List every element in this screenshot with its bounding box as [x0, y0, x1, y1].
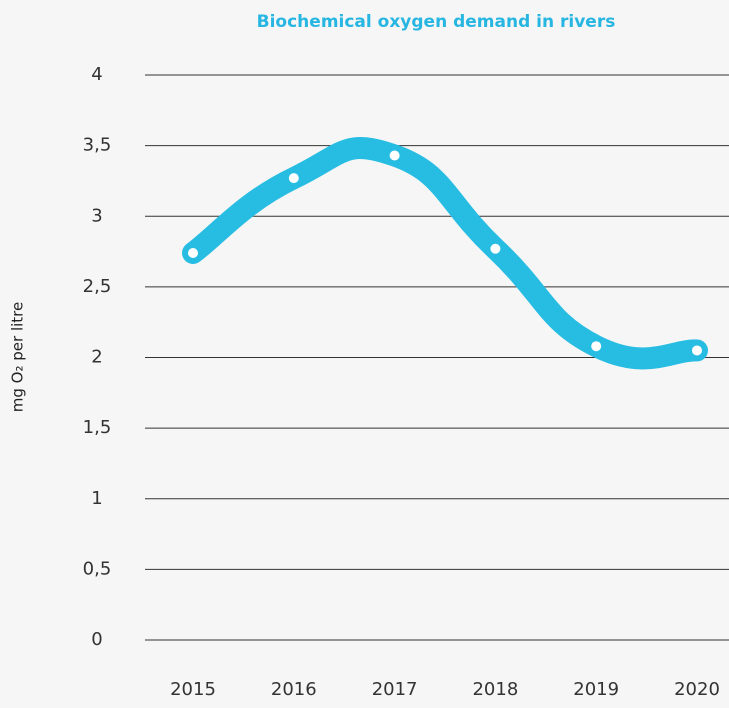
- data-point: [591, 341, 602, 352]
- y-tick-label: 2,5: [83, 276, 112, 297]
- y-tick-label: 1: [91, 488, 102, 509]
- data-point: [288, 173, 299, 184]
- data-point: [692, 345, 702, 356]
- y-tick-label: 2: [91, 347, 102, 368]
- y-tick-label: 0,5: [83, 558, 112, 579]
- y-tick-label: 0: [91, 629, 102, 650]
- chart-title: Biochemical oxygen demand in rivers: [257, 12, 616, 32]
- data-point: [188, 247, 198, 258]
- y-axis-label: mg O₂ per litre: [9, 302, 27, 412]
- line: [182, 137, 708, 370]
- x-tick-label: 2017: [372, 679, 418, 700]
- x-tick-label: 2015: [170, 679, 216, 700]
- y-tick-label: 3: [91, 205, 102, 226]
- x-tick-label: 2019: [573, 679, 619, 700]
- x-tick-label: 2016: [271, 679, 317, 700]
- data-point: [490, 243, 501, 254]
- y-tick-label: 3,5: [83, 135, 112, 156]
- y-tick-label: 1,5: [83, 417, 112, 438]
- x-tick-label: 2018: [472, 679, 518, 700]
- data-point: [389, 150, 400, 161]
- x-tick-label: 2020: [674, 679, 720, 700]
- y-tick-label: 4: [91, 64, 102, 85]
